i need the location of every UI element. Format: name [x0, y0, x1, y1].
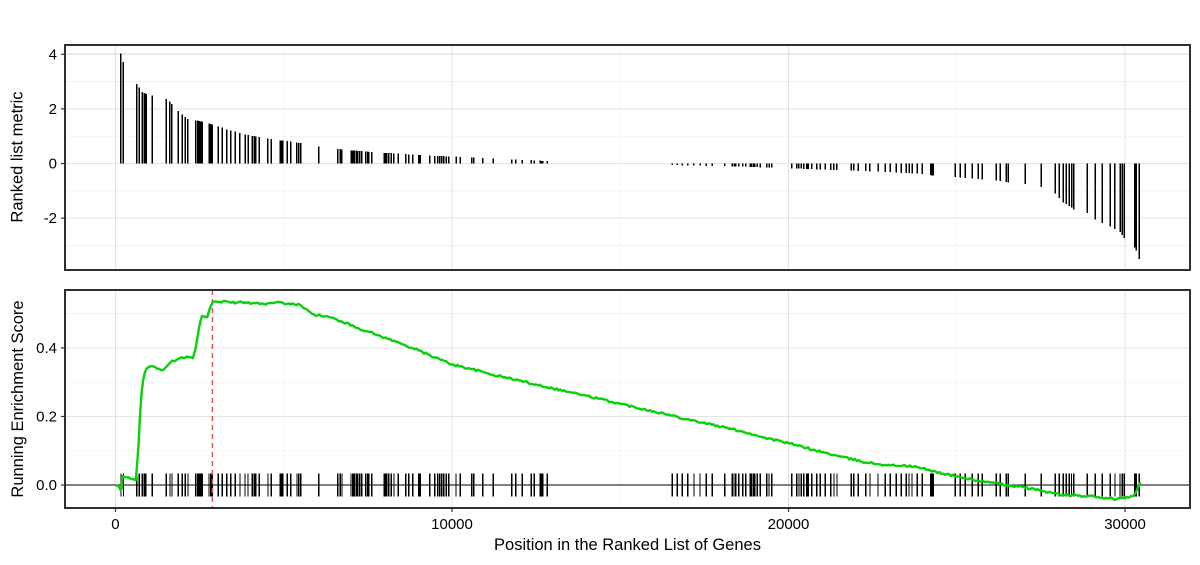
xtick-label: 0: [111, 516, 119, 533]
running-es-curve: [115, 299, 1142, 502]
ytick-label-top: 2: [49, 101, 57, 118]
ytick-label-bottom: 0.4: [36, 340, 57, 357]
panel-border: [64, 289, 1191, 509]
panel-grid: [65, 45, 1190, 270]
panel-grid: [65, 290, 1190, 508]
y-axis-title-ranked-metric: Ranked list metric: [8, 91, 27, 223]
y-axis-title-running-es: Running Enrichment Score: [9, 300, 27, 498]
gene-position-rug: [120, 473, 1140, 497]
ytick-label-top: 4: [49, 46, 57, 63]
x-axis-title: Position in the Ranked List of Genes: [494, 536, 761, 554]
ytick-label-bottom: 0.0: [36, 477, 57, 494]
panel-border: [64, 44, 1191, 271]
ytick-label-top: 0: [49, 156, 57, 173]
ytick-label-bottom: 0.2: [36, 408, 57, 425]
xtick-label: 10000: [431, 516, 473, 533]
xtick-label: 30000: [1104, 516, 1146, 533]
ytick-label-top: -2: [44, 210, 57, 227]
ranked-metric-bars: [120, 53, 1140, 260]
xtick-label: 20000: [768, 516, 810, 533]
axis-ticks-and-labels: 4 2 0 -2 0.0 0.2 0.4 0 10000 20000 30000: [36, 46, 1146, 533]
